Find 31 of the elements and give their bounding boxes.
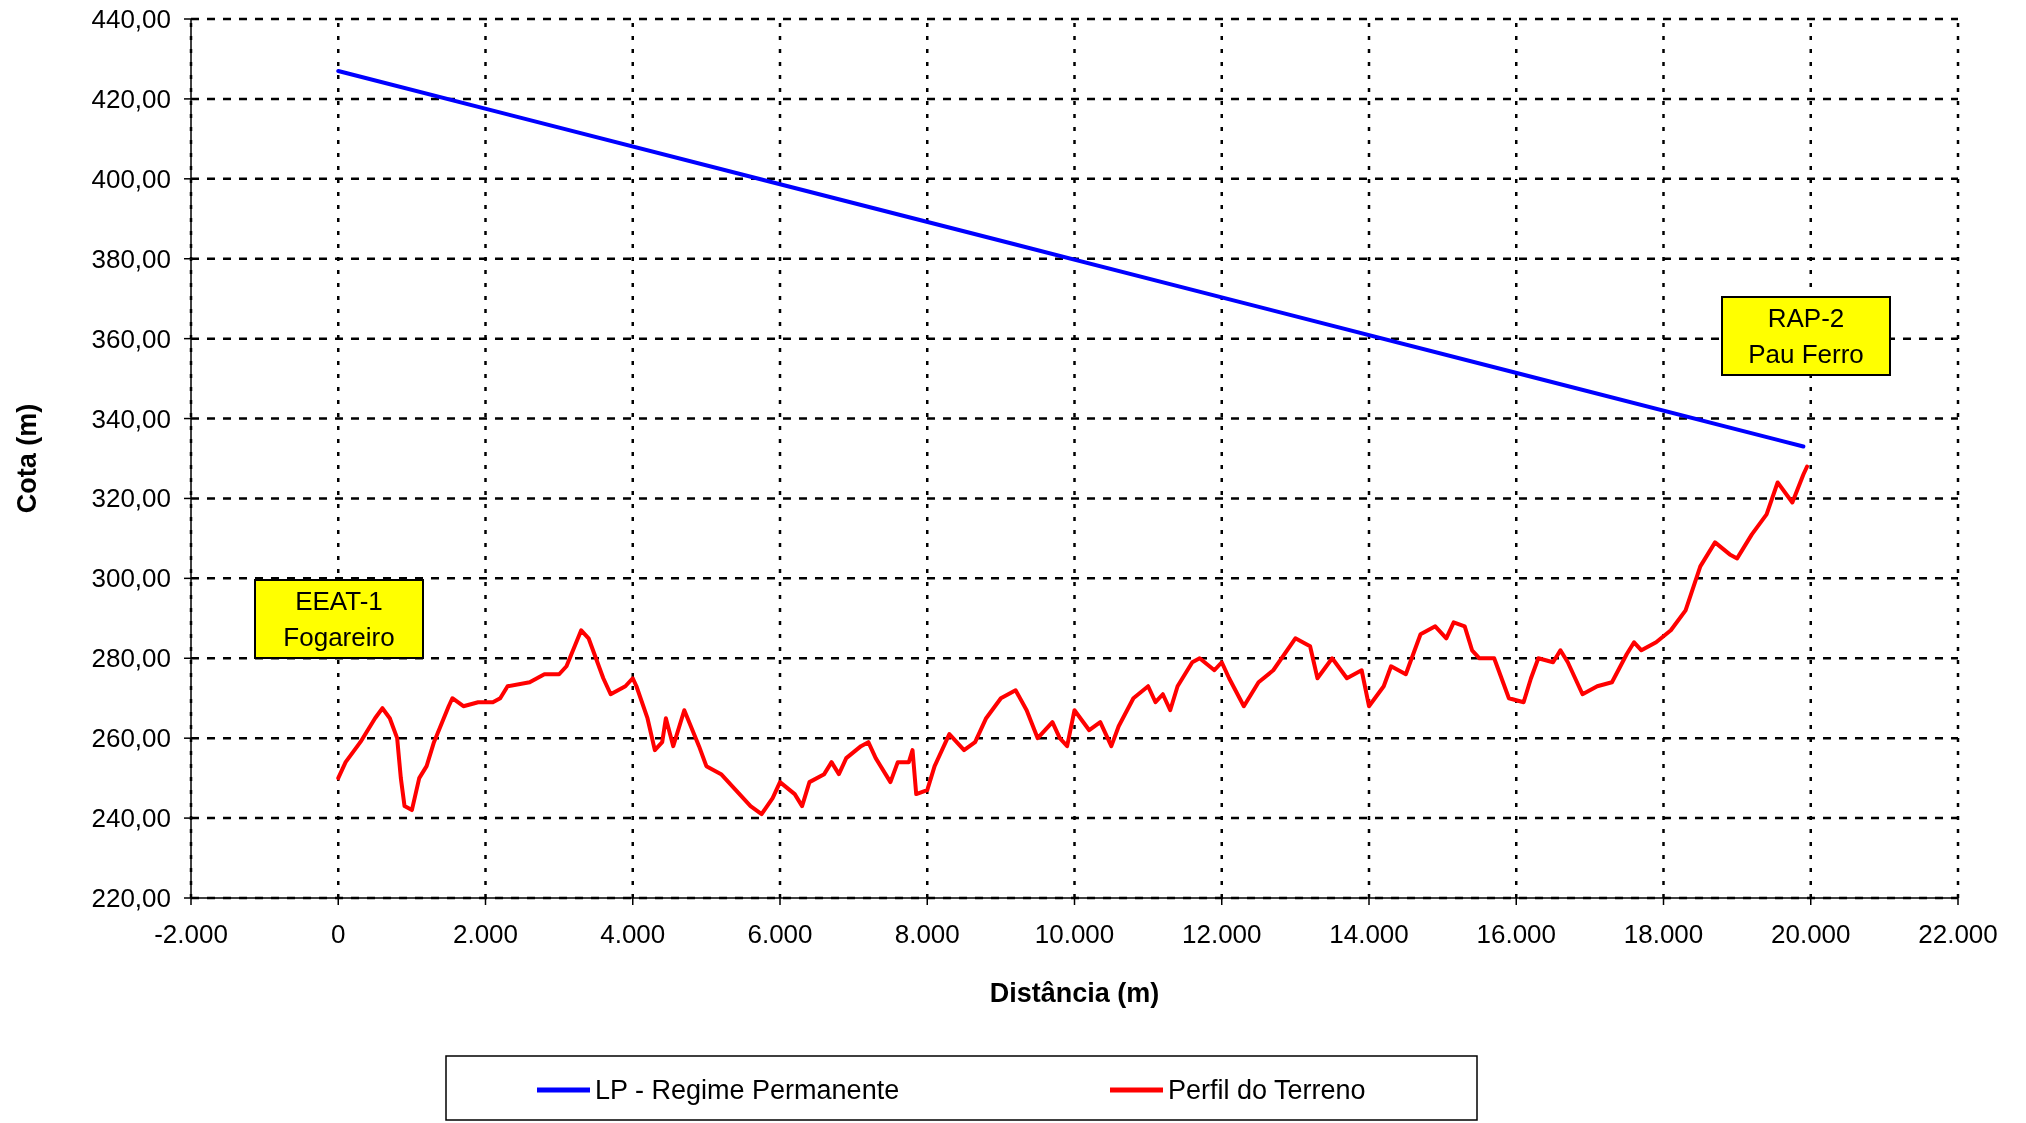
annotation: RAP-2 Pau Ferro — [1748, 303, 1864, 369]
y-tick-label: 320,00 — [91, 483, 171, 514]
x-tick-label: 16.000 — [1476, 919, 1557, 949]
y-tick-label: 420,00 — [91, 83, 171, 114]
legend-label: LP - Regime Permanente — [595, 1075, 900, 1105]
y-tick-label: 220,00 — [91, 883, 171, 913]
annotation: EEAT-1 Fogareiro — [283, 586, 395, 652]
x-tick-label: 6.000 — [747, 919, 813, 949]
x-tick-label: 22.000 — [1918, 919, 1998, 949]
legend-label: Perfil do Terreno — [1168, 1075, 1366, 1105]
x-tick-label: 2.000 — [452, 919, 519, 949]
y-tick-label: 400,00 — [91, 163, 171, 194]
x-tick-label: -2.000 — [154, 919, 228, 949]
y-tick-label: 340,00 — [91, 403, 171, 434]
y-tick-label: 380,00 — [91, 243, 171, 274]
x-tick-label: 12.000 — [1181, 919, 1262, 949]
x-tick-label: 0 — [331, 919, 346, 949]
y-tick-label: 360,00 — [91, 323, 171, 354]
x-tick-label: 8.000 — [894, 919, 960, 949]
x-axis-title: Distância (m) — [989, 978, 1160, 1008]
x-tick-label: 10.000 — [1034, 919, 1115, 949]
y-tick-label: 440,00 — [91, 4, 171, 34]
y-tick-label: 280,00 — [91, 643, 171, 674]
x-tick-label: 20.000 — [1770, 919, 1851, 949]
x-tick-label: 4.000 — [600, 919, 666, 949]
y-tick-label: 240,00 — [91, 803, 171, 834]
y-tick-label: 260,00 — [91, 723, 171, 754]
x-tick-label: 14.000 — [1329, 919, 1409, 949]
x-tick-label: 18.000 — [1623, 919, 1704, 949]
y-tick-label: 300,00 — [91, 563, 171, 594]
y-axis-title: Cota (m) — [12, 403, 42, 514]
